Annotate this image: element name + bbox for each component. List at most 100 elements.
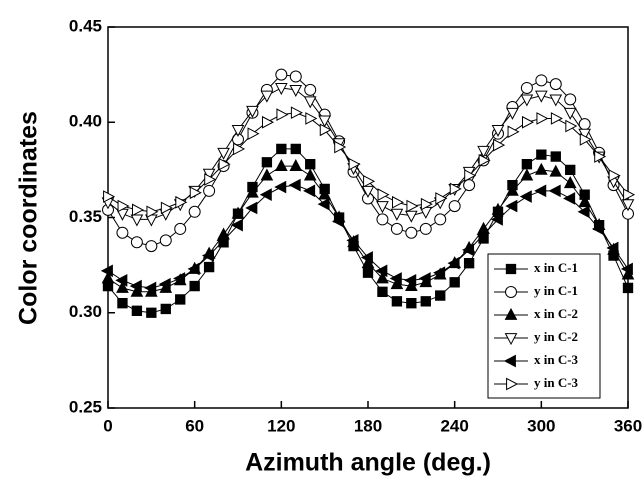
marker [433, 266, 446, 280]
marker [260, 90, 274, 103]
y-tick-label: 0.35 [69, 207, 102, 226]
marker [246, 105, 259, 118]
marker [376, 201, 389, 214]
marker [116, 226, 129, 239]
x-tick-label: 240 [440, 416, 468, 435]
marker [187, 262, 200, 276]
x-tick-label: 360 [614, 416, 642, 435]
marker [375, 264, 388, 278]
marker [464, 169, 477, 182]
marker [174, 223, 187, 235]
marker [289, 70, 302, 83]
marker [303, 168, 317, 181]
marker [520, 168, 534, 181]
marker [507, 125, 520, 139]
marker [550, 151, 561, 162]
marker [419, 223, 432, 235]
marker [391, 195, 405, 209]
marker [303, 96, 317, 109]
marker [391, 296, 403, 307]
marker [102, 203, 115, 216]
marker [521, 158, 533, 170]
marker [449, 277, 460, 288]
marker [360, 251, 373, 264]
marker [520, 94, 534, 107]
legend-marker [505, 263, 517, 275]
y-axis-title: Color coordinates [15, 111, 43, 325]
marker [577, 205, 590, 219]
marker [233, 142, 246, 156]
marker [218, 157, 231, 171]
marker [621, 199, 635, 212]
marker [245, 201, 258, 215]
marker [477, 145, 490, 158]
marker [563, 107, 577, 120]
marker [159, 234, 172, 247]
marker [175, 294, 186, 305]
marker [405, 226, 418, 239]
marker [420, 296, 431, 307]
marker [478, 154, 491, 167]
marker [231, 206, 245, 219]
marker [160, 201, 173, 215]
marker [217, 147, 230, 160]
marker [563, 192, 576, 205]
marker [521, 115, 535, 129]
marker [535, 74, 548, 87]
marker [290, 106, 303, 120]
marker [535, 90, 548, 103]
marker [406, 298, 417, 309]
marker [563, 176, 577, 189]
marker [117, 199, 130, 213]
marker [188, 205, 201, 218]
marker [549, 78, 562, 91]
marker [447, 256, 460, 270]
legend-marker [506, 377, 519, 391]
x-tick-label: 60 [185, 416, 204, 435]
marker [201, 249, 215, 262]
marker [204, 173, 217, 186]
marker [260, 168, 274, 181]
marker [549, 164, 563, 177]
legend-label: x in C-2 [534, 306, 578, 321]
legend-label: x in C-3 [534, 352, 579, 367]
marker [608, 169, 621, 182]
marker [579, 133, 592, 146]
legend-label: y in C-3 [534, 375, 579, 390]
marker [144, 281, 157, 295]
marker [261, 115, 275, 129]
marker [231, 124, 245, 137]
legend-marker [505, 286, 518, 298]
marker [506, 183, 519, 196]
marker [274, 180, 287, 194]
marker [318, 115, 331, 128]
marker [620, 262, 633, 276]
marker [363, 174, 376, 188]
marker [189, 280, 200, 292]
marker [405, 210, 418, 223]
marker [420, 197, 433, 211]
marker [304, 83, 317, 96]
marker [434, 213, 447, 226]
marker [536, 112, 549, 125]
marker [145, 240, 158, 252]
marker [160, 303, 171, 315]
marker [548, 184, 561, 198]
marker [203, 184, 216, 197]
marker [377, 188, 390, 201]
marker [305, 112, 318, 125]
legend-label: y in C-1 [534, 283, 578, 298]
marker [491, 124, 505, 137]
marker [594, 150, 607, 163]
marker [549, 94, 563, 107]
marker [565, 119, 578, 133]
marker [334, 140, 347, 154]
marker [404, 274, 417, 287]
marker [203, 261, 215, 273]
marker [216, 234, 229, 247]
x-tick-label: 120 [267, 416, 295, 435]
marker [289, 158, 303, 171]
marker [390, 223, 403, 235]
marker [506, 107, 519, 120]
